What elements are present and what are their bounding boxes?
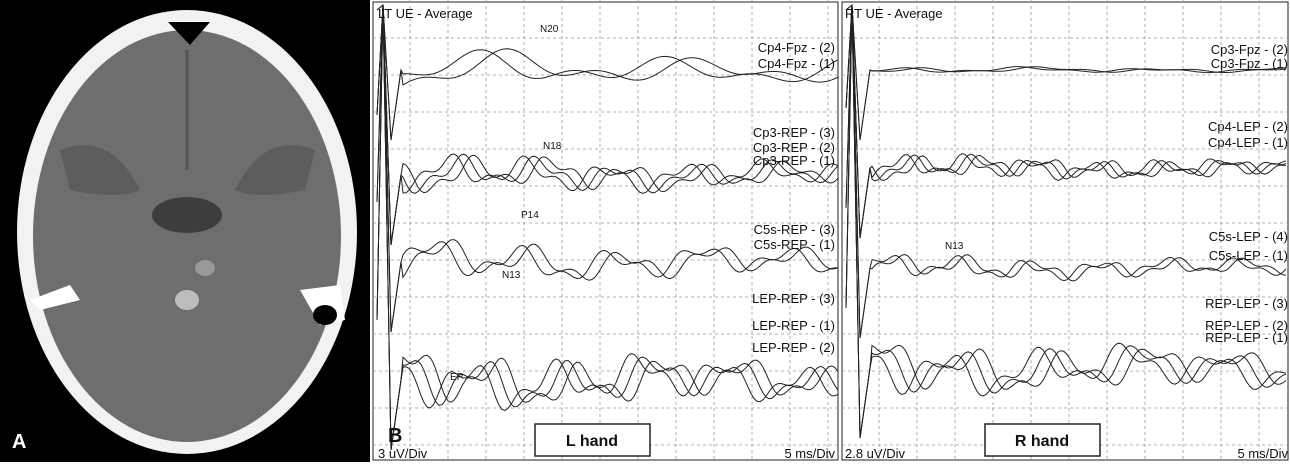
lesion [195,260,215,276]
temporal-lobe [60,145,140,195]
scale-y: 2.8 uV/Div [845,446,905,461]
channel-label: Cp3-Fpz - (2) [1211,42,1288,57]
temporal-lobe [235,145,315,195]
channel-label: C5s-LEP - (4) [1209,229,1288,244]
right-traces [842,0,1288,462]
channel-label: Cp3-REP - (3) [753,125,835,140]
left-traces [373,0,838,462]
channel-label: Cp3-Fpz - (1) [1211,56,1288,71]
waveform [376,4,838,246]
waveform [845,4,1287,239]
hand-label: R hand [1015,433,1069,450]
channel-label: Cp4-LEP - (1) [1208,135,1288,150]
waveform [845,4,1287,239]
panel-label: A [12,431,26,453]
brain [33,30,341,442]
waveform [845,4,1287,439]
bone [30,285,80,310]
peak-label: EP [450,372,464,383]
waveform [376,4,838,451]
peak-label: N13 [945,241,964,252]
scale-x: 5 ms/Div [1237,446,1288,461]
waveform [845,4,1287,439]
hand-box [984,423,1101,457]
waveform [376,4,838,451]
lesion [175,290,199,310]
ct-panel: A [0,0,370,462]
channel-label: REP-LEP - (1) [1205,330,1288,345]
channel-label: LEP-REP - (1) [752,318,835,333]
channel-label: Cp3-REP - (2) [753,140,835,155]
panel-title: LT UE - Average [378,6,473,21]
waveform [376,4,838,333]
cistern [152,197,222,233]
peak-label: N20 [540,24,559,35]
channel-label: REP-LEP - (2) [1205,318,1288,333]
peak-label: N13 [502,270,521,281]
waveform [845,3,1287,141]
channel-label: Cp4-LEP - (2) [1208,119,1288,134]
peak-label: N18 [543,141,562,152]
peak-label: P14 [521,210,539,221]
panel-label: B [388,425,402,447]
channel-label: Cp4-Fpz - (1) [758,56,835,71]
channel-label: LEP-REP - (3) [752,291,835,306]
waveform [376,4,838,246]
trace-panel [841,1,1289,461]
channel-label: Cp3-REP - (1) [753,153,835,168]
hand-box [534,423,651,457]
hand-label: L hand [566,433,618,450]
channel-label: C5s-REP - (1) [754,237,835,252]
waveform [376,3,838,141]
waveform [845,4,1287,239]
waveform [845,4,1287,339]
panel-title: RT UE - Average [845,6,943,21]
waveform [845,4,1287,439]
waveform [845,4,1287,339]
channel-label: Cp4-Fpz - (2) [758,40,835,55]
waveform [376,3,838,141]
channel-label: REP-LEP - (3) [1205,296,1288,311]
air-cell [313,305,337,325]
scale-y: 3 uV/Div [378,446,428,461]
waveform [376,4,838,333]
sinus [168,22,210,45]
waveform [376,4,838,246]
channel-label: C5s-LEP - (1) [1209,248,1288,263]
channel-label: C5s-REP - (3) [754,222,835,237]
channel-label: LEP-REP - (2) [752,340,835,355]
scale-x: 5 ms/Div [784,446,835,461]
